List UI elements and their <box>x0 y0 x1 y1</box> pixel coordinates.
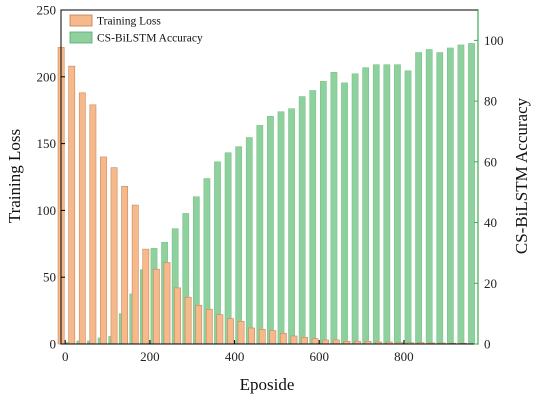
bar-training-loss <box>195 304 203 345</box>
bar-training-loss <box>237 320 245 345</box>
bar-training-loss <box>68 65 76 345</box>
bar-accuracy <box>267 116 274 345</box>
bar-accuracy <box>309 90 317 345</box>
left-tick-label: 200 <box>37 69 57 84</box>
bar-training-loss <box>301 337 308 345</box>
legend: Training Loss CS-BiLSTM Accuracy <box>69 14 203 45</box>
bar-accuracy <box>256 125 264 345</box>
left-tick-label: 0 <box>50 337 57 352</box>
bar-accuracy <box>224 152 232 345</box>
bar-accuracy <box>457 44 465 345</box>
left-tick-label: 50 <box>43 270 56 285</box>
bar-training-loss <box>100 156 107 345</box>
bar-training-loss <box>89 104 97 345</box>
right-tick-label: 0 <box>484 337 491 352</box>
right-tick-label: 80 <box>484 94 497 109</box>
bar-accuracy <box>436 52 444 345</box>
legend-swatch-accuracy <box>69 31 93 44</box>
bar-training-loss <box>174 287 181 345</box>
bar-training-loss <box>279 333 287 345</box>
bar-accuracy <box>425 49 433 345</box>
left-tick-label: 150 <box>37 136 57 151</box>
bar-accuracy <box>245 137 253 345</box>
bar-accuracy <box>351 73 359 345</box>
bar-training-loss <box>290 335 298 345</box>
bar-accuracy <box>341 82 348 345</box>
bar-training-loss <box>269 330 277 345</box>
bar-accuracy <box>383 64 391 345</box>
left-axis-ticks: 0 50 100 150 200 250 <box>37 3 65 352</box>
bar-accuracy <box>372 64 380 345</box>
right-tick-label: 100 <box>484 33 504 48</box>
legend-label-training-loss: Training Loss <box>97 16 161 28</box>
left-tick-label: 100 <box>37 203 57 218</box>
bar-training-loss <box>322 339 330 345</box>
bar-training-loss <box>152 268 160 345</box>
bar-accuracy <box>298 96 306 345</box>
x-axis-ticks: 0 200 400 600 800 <box>62 340 414 364</box>
x-tick-label: 0 <box>62 349 69 364</box>
bar-training-loss <box>311 338 319 345</box>
bar-training-loss <box>131 204 139 345</box>
bar-accuracy <box>330 71 338 345</box>
right-axis-title: CS-BiLSTM Accuracy <box>512 97 531 254</box>
left-axis-title: Training Loss <box>5 129 24 223</box>
bar-accuracy <box>415 52 422 345</box>
x-tick-label: 600 <box>309 349 329 364</box>
left-tick-label: 250 <box>37 3 57 18</box>
legend-label-accuracy: CS-BiLSTM Accuracy <box>97 33 203 45</box>
bar-training-loss <box>205 308 213 345</box>
bar-training-loss <box>78 92 86 345</box>
bar-accuracy <box>277 111 285 345</box>
right-tick-label: 20 <box>484 276 497 291</box>
bar-training-loss <box>110 167 118 345</box>
bar-training-loss <box>184 296 192 345</box>
bar-training-loss <box>258 329 266 345</box>
bar-training-loss <box>332 339 340 345</box>
legend-swatch-training-loss <box>69 14 93 27</box>
bar-training-loss <box>121 186 129 345</box>
bar-accuracy <box>362 67 370 345</box>
bar-accuracy <box>446 47 454 345</box>
bar-accuracy <box>319 81 327 345</box>
x-tick-label: 800 <box>394 349 414 364</box>
bar-accuracy <box>235 146 243 345</box>
bar-accuracy <box>288 108 295 345</box>
bar-accuracy <box>468 43 475 345</box>
x-tick-label: 200 <box>140 349 160 364</box>
x-axis-title: Eposide <box>240 375 295 394</box>
bar-accuracy <box>394 64 401 345</box>
bar-training-loss <box>163 262 171 345</box>
bar-training-loss <box>248 327 256 345</box>
bar-training-loss <box>142 248 150 345</box>
bar-training-loss <box>227 318 234 345</box>
bar-training-loss <box>216 314 224 345</box>
x-tick-label: 400 <box>225 349 245 364</box>
right-tick-label: 60 <box>484 154 497 169</box>
right-axis-ticks: 0 20 40 60 80 100 <box>474 33 504 352</box>
bar-accuracy <box>404 70 412 345</box>
right-tick-label: 40 <box>484 215 497 230</box>
